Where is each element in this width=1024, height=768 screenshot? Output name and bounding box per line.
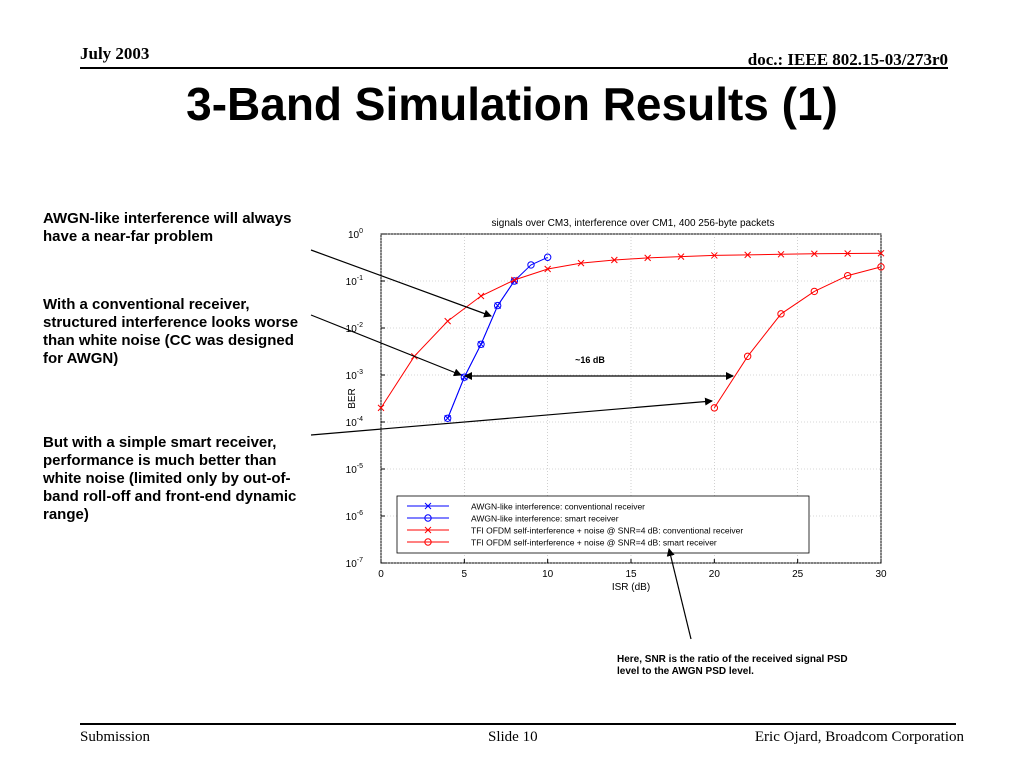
series-3-point (644, 254, 652, 262)
header-divider (80, 67, 948, 69)
note-smart: But with a simple smart receiver, perfor… (43, 434, 297, 523)
series-2-point (543, 253, 552, 261)
legend-marker-2 (424, 514, 432, 522)
y-tick-label: 10-3 (346, 369, 363, 382)
series-4-point (843, 271, 852, 280)
series-3-point (544, 265, 552, 273)
note-awgn: AWGN-like interference will always have … (43, 210, 292, 245)
legend-label-4: TFI OFDM self-interference + noise @ SNR… (471, 538, 717, 548)
series-3-point (610, 256, 618, 264)
x-tick-label: 0 (378, 569, 384, 580)
footer-divider (80, 723, 956, 725)
footer-submission: Submission (80, 729, 151, 745)
series-4-point (810, 287, 819, 296)
series-3-point (877, 249, 885, 257)
series-2-point (443, 414, 452, 422)
x-tick-label: 30 (875, 569, 887, 580)
legend-label-3: TFI OFDM self-interference + noise @ SNR… (471, 526, 743, 536)
y-tick-label: 100 (348, 228, 363, 241)
legend-marker-4 (424, 538, 432, 546)
callout-arrow-structured (310, 314, 462, 377)
series-3-point (744, 251, 752, 259)
series-4-point (743, 352, 752, 360)
legend-label-1: AWGN-like interference: conventional rec… (471, 502, 645, 512)
header-doc-id: doc.: IEEE 802.15-03/273r0 (747, 50, 948, 69)
x-tick-label: 15 (625, 569, 637, 580)
header-date: July 2003 (80, 44, 150, 63)
y-tick-label: 10-4 (346, 416, 363, 429)
series-3-point (677, 253, 685, 260)
x-tick-label: 10 (542, 569, 554, 580)
series-line-3 (380, 252, 882, 409)
series-3-point (810, 250, 818, 258)
series-3-point (844, 250, 852, 257)
y-tick-label: 10-7 (346, 557, 363, 570)
legend-label-2: AWGN-like interference: smart receiver (471, 514, 619, 524)
y-tick-label: 10-6 (346, 510, 363, 523)
y-axis-label: BER (347, 388, 358, 409)
series-3-point (510, 276, 518, 284)
series-2-point (493, 301, 502, 310)
callout-arrow-snr (666, 548, 692, 640)
series-3-point (477, 292, 485, 300)
chart-title: signals over CM3, interference over CM1,… (492, 218, 775, 229)
legend-marker-3 (424, 526, 432, 534)
series-4-point (710, 404, 719, 412)
series-3-point (377, 404, 385, 412)
series-line-4 (713, 266, 882, 409)
y-tick-label: 10-2 (346, 322, 363, 335)
note-structured: With a conventional receiver, structured… (43, 296, 299, 367)
callout-arrow-awgn (310, 249, 492, 318)
series-4-point (877, 263, 885, 271)
legend-box (396, 495, 810, 554)
footer-author: Eric Ojard, Broadcom Corporation (754, 729, 964, 745)
slide-title: 3-Band Simulation Results (1) (186, 78, 838, 130)
note-snr-definition: Here, SNR is the ratio of the received s… (617, 654, 848, 677)
y-tick-label: 10-5 (346, 463, 363, 476)
legend-marker-1 (424, 502, 432, 510)
x-tick-label: 20 (709, 569, 721, 580)
series-3-point (444, 317, 452, 325)
callout-arrow-smart (310, 397, 713, 436)
series-3-point (710, 252, 718, 259)
x-tick-label: 5 (462, 569, 468, 580)
series-2-point (527, 261, 535, 269)
series-4-point (777, 310, 785, 318)
series-3-point (577, 259, 585, 267)
y-tick-label: 10-1 (346, 275, 363, 288)
x-axis-label: ISR (dB) (612, 582, 650, 593)
series-3-point (777, 250, 785, 258)
series-2-point (477, 340, 485, 348)
footer-slide-number: Slide 10 (488, 729, 538, 745)
x-tick-label: 25 (792, 569, 804, 580)
gap-label: ~16 dB (575, 355, 605, 365)
